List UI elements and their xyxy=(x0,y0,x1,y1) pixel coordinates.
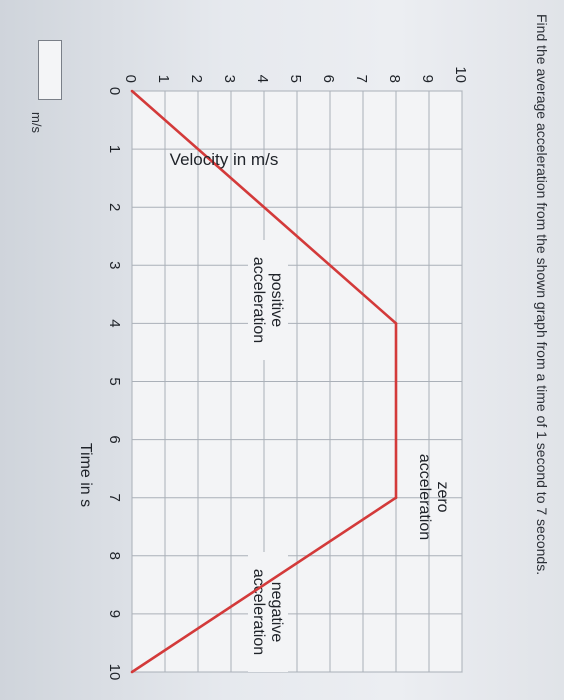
annotation-label: negative xyxy=(268,582,285,643)
data-point xyxy=(394,322,398,325)
annotation-label: zero xyxy=(434,481,451,512)
annotation-background xyxy=(248,552,288,672)
x-tick-label: 5 xyxy=(106,377,123,385)
annotation-label: acceleration xyxy=(250,569,267,655)
y-tick-label: 4 xyxy=(254,75,271,83)
y-tick-label: 7 xyxy=(353,75,370,83)
x-tick-label: 3 xyxy=(106,261,123,269)
x-tick-label: 2 xyxy=(106,203,123,211)
x-tick-label: 10 xyxy=(106,664,123,681)
y-tick-label: 8 xyxy=(386,75,403,83)
x-tick-label: 1 xyxy=(106,145,123,153)
annotation-background xyxy=(248,240,288,360)
y-tick-labels: 0 1 2 3 4 5 6 7 8 9 10 xyxy=(122,66,469,83)
data-point xyxy=(130,670,134,674)
chart-annotations: positiveaccelerationzeroaccelerationnega… xyxy=(248,240,451,672)
y-tick-label: 10 xyxy=(452,66,469,83)
answer-input[interactable] xyxy=(38,40,62,100)
annotation-label: acceleration xyxy=(416,454,433,540)
annotation-label: positive xyxy=(268,273,285,327)
y-tick-label: 0 xyxy=(122,75,139,83)
x-tick-labels: 0 1 2 3 4 5 6 7 8 9 10 xyxy=(106,87,123,681)
x-tick-label: 9 xyxy=(106,610,123,618)
y-tick-label: 3 xyxy=(221,75,238,83)
y-axis-label: Velocity in m/s xyxy=(170,150,279,169)
answer-unit: m/s xyxy=(29,112,44,133)
chart-series xyxy=(130,89,398,674)
x-tick-label: 4 xyxy=(106,319,123,327)
x-tick-label: 7 xyxy=(106,494,123,502)
y-tick-label: 1 xyxy=(155,75,172,83)
annotation-label: acceleration xyxy=(250,257,267,343)
data-point xyxy=(130,89,134,93)
y-tick-label: 5 xyxy=(287,75,304,83)
x-axis-label: Time in s xyxy=(77,443,94,507)
x-tick-label: 8 xyxy=(106,552,123,560)
x-tick-label: 0 xyxy=(106,87,123,95)
chart-grid xyxy=(131,90,463,673)
y-tick-label: 6 xyxy=(320,75,337,83)
x-tick-label: 6 xyxy=(106,435,123,443)
data-point xyxy=(394,496,398,500)
y-tick-label: 9 xyxy=(419,75,436,83)
y-tick-label: 2 xyxy=(188,75,205,83)
velocity-series-line xyxy=(131,90,398,674)
